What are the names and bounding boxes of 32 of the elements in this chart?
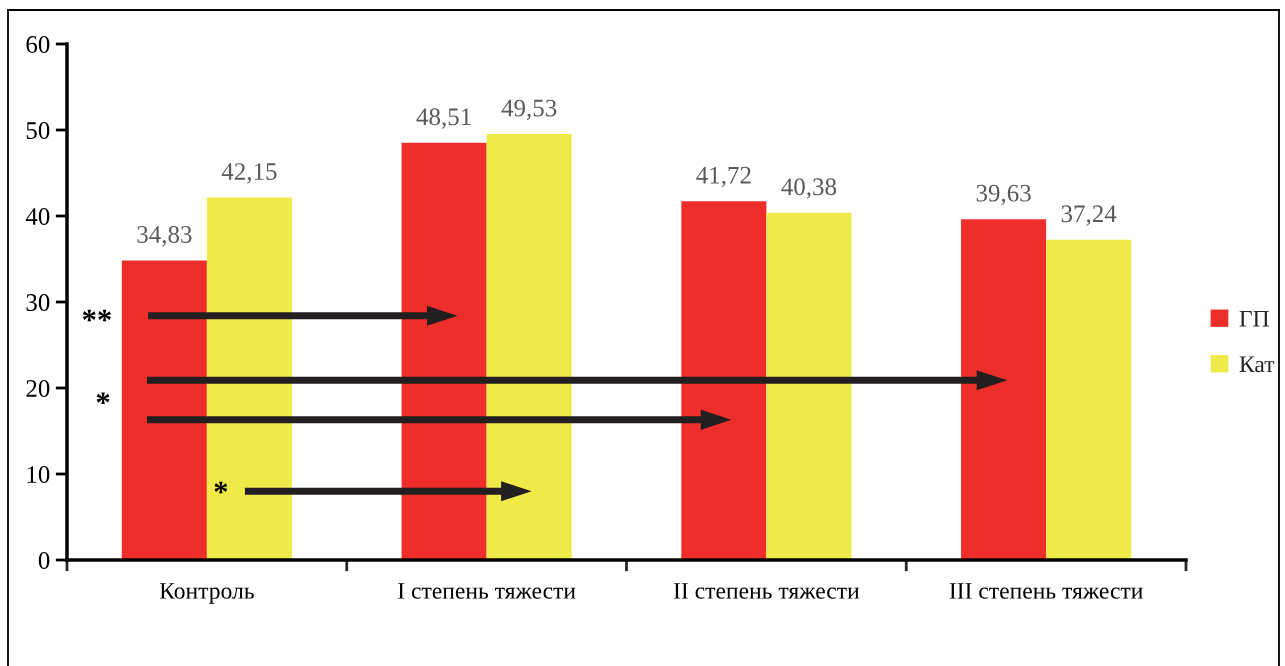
bar xyxy=(681,201,767,560)
bar xyxy=(961,219,1047,560)
data-label: 34,83 xyxy=(137,226,192,247)
legend-label: Кат xyxy=(1239,356,1275,373)
y-tick-label: 20 xyxy=(26,380,50,397)
bar xyxy=(206,197,292,560)
bar xyxy=(401,142,487,560)
x-tick-label: III степень тяжести xyxy=(949,583,1143,599)
bar xyxy=(766,212,852,560)
annotation: * xyxy=(96,392,110,404)
x-tick-label: II степень тяжести xyxy=(673,583,860,599)
bar xyxy=(121,260,207,560)
y-tick-label: 10 xyxy=(27,466,50,483)
y-tick-label: 30 xyxy=(26,294,50,311)
x-tick-label: Контроль xyxy=(159,583,254,604)
data-label: 37,24 xyxy=(1061,205,1117,226)
data-label: 39,63 xyxy=(976,184,1031,206)
bar xyxy=(486,134,572,560)
data-label: 42,15 xyxy=(221,163,277,184)
data-label: 49,53 xyxy=(501,99,557,121)
annotation: * xyxy=(214,481,228,494)
bar xyxy=(1046,239,1132,560)
data-label: 40,38 xyxy=(781,178,837,199)
y-tick-label: 0 xyxy=(38,552,50,569)
annotation: ** xyxy=(82,309,111,322)
legend-label: ГП xyxy=(1239,310,1269,327)
x-tick-label: I степень тяжести xyxy=(398,583,576,599)
y-tick-label: 60 xyxy=(26,36,50,53)
data-label: 41,72 xyxy=(696,166,751,188)
data-label: 48,51 xyxy=(416,108,471,129)
y-tick-label: 40 xyxy=(25,208,50,225)
y-tick-label: 50 xyxy=(26,122,50,139)
